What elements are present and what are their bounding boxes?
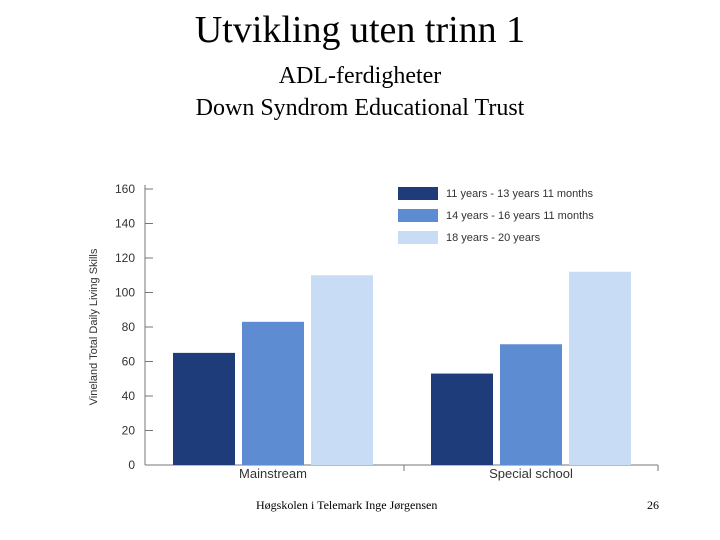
footer-text: Høgskolen i Telemark Inge Jørgensen — [256, 498, 438, 512]
bar — [431, 373, 493, 465]
y-tick-label: 160 — [115, 182, 135, 196]
bar — [500, 344, 562, 465]
bar — [173, 352, 235, 465]
y-tick-label: 80 — [122, 320, 136, 334]
bar — [311, 275, 373, 465]
bar — [242, 321, 304, 465]
slide-title: Utvikling uten trinn 1 — [194, 9, 526, 51]
legend-swatch — [398, 209, 438, 222]
legend-swatch — [398, 187, 438, 200]
legend-label: 11 years - 13 years 11 months — [446, 188, 593, 200]
slide-subtitle: ADL-ferdigheter — [278, 63, 442, 89]
y-tick-label: 40 — [122, 389, 136, 403]
slide-source: Down Syndrom Educational Trust — [195, 95, 525, 121]
y-tick-label: 0 — [128, 458, 135, 472]
category-label: Mainstream — [239, 466, 307, 481]
y-tick-label: 100 — [115, 286, 135, 300]
y-tick-label: 20 — [122, 424, 136, 438]
y-tick-label: 120 — [115, 251, 135, 265]
y-tick-label: 60 — [122, 355, 136, 369]
y-tick-label: 140 — [115, 217, 135, 231]
legend-label: 18 years - 20 years — [446, 232, 541, 244]
category-label: Special school — [489, 466, 573, 481]
y-axis-label: Vineland Total Daily Living Skills — [88, 248, 100, 405]
page-number: 26 — [647, 498, 659, 512]
legend-swatch — [398, 231, 438, 244]
legend-label: 14 years - 16 years 11 months — [446, 210, 594, 222]
bar — [569, 271, 631, 465]
